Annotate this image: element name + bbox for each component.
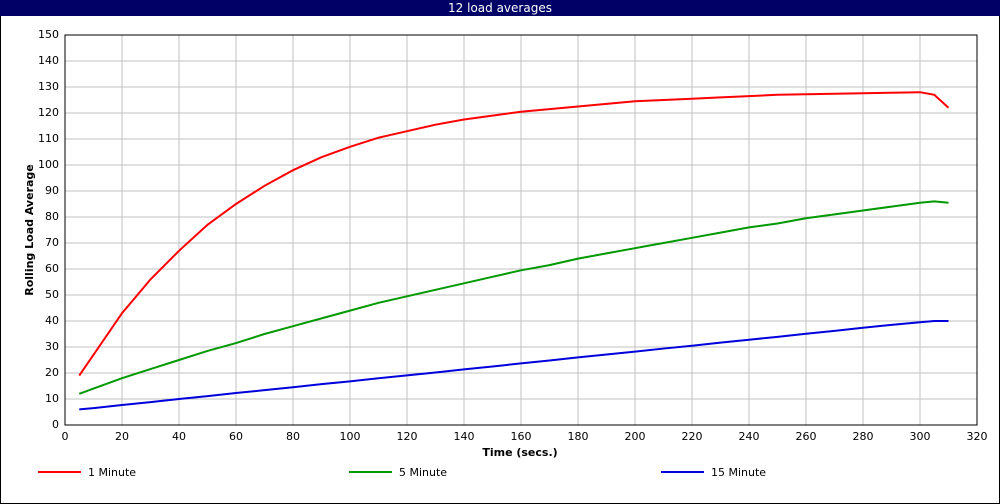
x-tick-label: 200 <box>625 430 646 443</box>
plot-border <box>64 34 978 426</box>
y-tick-label: 50 <box>45 288 59 301</box>
y-tick-label: 110 <box>38 132 59 145</box>
x-tick-label: 100 <box>340 430 361 443</box>
x-tick-label: 280 <box>853 430 874 443</box>
legend-label: 1 Minute <box>88 466 136 479</box>
y-tick-label: 40 <box>45 314 59 327</box>
y-tick-label: 60 <box>45 262 59 275</box>
x-tick-label: 260 <box>796 430 817 443</box>
y-tick-label: 120 <box>38 106 59 119</box>
x-tick-label: 40 <box>172 430 186 443</box>
x-tick-label: 220 <box>682 430 703 443</box>
y-tick-label: 130 <box>38 80 59 93</box>
series-line <box>78 91 950 377</box>
series-line <box>78 200 949 395</box>
y-tick-label: 150 <box>38 28 59 41</box>
y-tick-label: 70 <box>45 236 59 249</box>
legend-label: 15 Minute <box>711 466 766 479</box>
x-tick-label: 80 <box>286 430 300 443</box>
y-tick-label: 10 <box>45 392 59 405</box>
x-tick-label: 180 <box>568 430 589 443</box>
x-tick-label: 140 <box>454 430 475 443</box>
y-tick-label: 30 <box>45 340 59 353</box>
x-tick-label: 120 <box>397 430 418 443</box>
legend-label: 5 Minute <box>399 466 447 479</box>
x-tick-label: 320 <box>967 430 988 443</box>
x-tick-label: 60 <box>229 430 243 443</box>
y-tick-label: 20 <box>45 366 59 379</box>
y-tick-label: 80 <box>45 210 59 223</box>
x-tick-label: 300 <box>910 430 931 443</box>
x-axis-label: Time (secs.) <box>482 446 557 459</box>
y-tick-label: 0 <box>52 418 59 431</box>
x-tick-label: 160 <box>511 430 532 443</box>
x-tick-label: 240 <box>739 430 760 443</box>
y-tick-label: 90 <box>45 184 59 197</box>
x-tick-label: 0 <box>62 430 69 443</box>
y-tick-label: 100 <box>38 158 59 171</box>
series-line <box>79 320 949 411</box>
title-bar <box>0 0 1000 16</box>
x-tick-label: 20 <box>115 430 129 443</box>
chart-title: 12 load averages <box>448 1 552 15</box>
y-tick-label: 140 <box>38 54 59 67</box>
y-axis-label: Rolling Load Average <box>23 164 36 296</box>
